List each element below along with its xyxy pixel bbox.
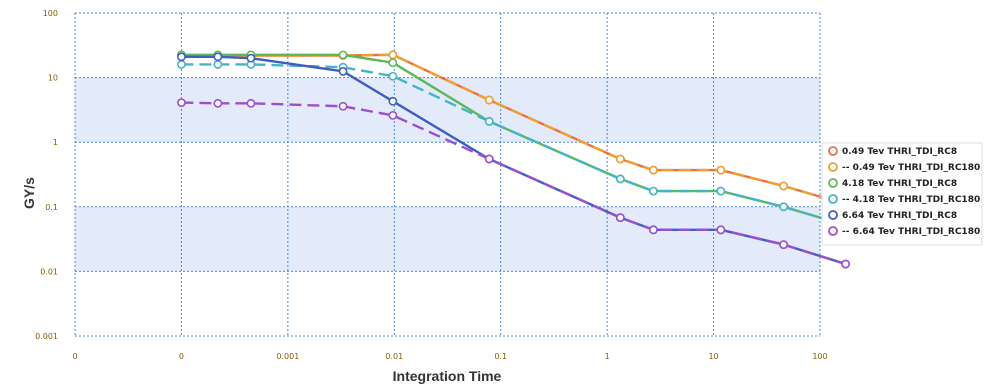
data-point	[484, 154, 494, 164]
x-tick-labels: 0 0 0.001 0.01 0.1 1 10 100	[72, 352, 827, 361]
plot-band	[75, 77, 820, 143]
legend-item[interactable]: 4.18 Tev THRI_TDI_RC8	[828, 178, 957, 189]
x-tick-label: 1	[605, 352, 610, 361]
legend-marker	[828, 194, 838, 204]
data-point	[716, 225, 726, 235]
data-point	[779, 181, 789, 191]
legend-marker	[828, 162, 838, 172]
grid-lines	[74, 12, 821, 337]
legend-marker	[828, 226, 838, 236]
x-tick-label: 100	[812, 352, 827, 361]
y-tick-label: 0.01	[40, 267, 58, 276]
legend-marker	[828, 210, 838, 220]
legend-item[interactable]: -- 4.18 Tev THRI_TDI_RC180	[828, 194, 980, 205]
data-point	[779, 202, 789, 212]
legend-item[interactable]: -- 6.64 Tev THRI_TDI_RC180	[828, 226, 980, 237]
y-tick-label: 0.001	[35, 332, 58, 341]
legend-label: 4.18 Tev THRI_TDI_RC8	[842, 179, 957, 189]
y-tick-label: 1	[53, 138, 58, 147]
data-point	[388, 50, 398, 60]
data-point	[615, 174, 625, 184]
legend-marker	[828, 146, 838, 156]
legend-box	[821, 142, 983, 246]
data-point	[177, 98, 186, 108]
data-point	[246, 53, 256, 63]
data-point	[213, 60, 223, 69]
data-point	[388, 71, 398, 81]
x-tick-label: 0.1	[494, 352, 507, 361]
x-tick-label: 0	[179, 352, 184, 361]
data-point	[338, 50, 348, 60]
data-point	[716, 186, 726, 196]
x-tick-label: 0.01	[385, 352, 403, 361]
series-6	[177, 98, 851, 269]
plot-band	[75, 206, 820, 272]
y-tick-label: 10	[48, 74, 58, 83]
data-point	[779, 240, 789, 249]
data-point	[338, 66, 348, 76]
legend-label: 6.64 Tev THRI_TDI_RC8	[842, 211, 957, 221]
plot-bands	[75, 13, 820, 336]
legend-item[interactable]: -- 0.49 Tev THRI_TDI_RC180	[828, 162, 980, 173]
x-axis-title: Integration Time	[393, 368, 502, 384]
legend-item[interactable]: 0.49 Tev THRI_TDI_RC8	[828, 146, 957, 157]
y-tick-labels: 100 10 1 0.1 0.01 0.001	[35, 9, 58, 341]
data-point	[648, 186, 658, 196]
legend-item[interactable]: 6.64 Tev THRI_TDI_RC8	[828, 210, 957, 221]
legend-label: -- 0.49 Tev THRI_TDI_RC180	[842, 163, 980, 173]
data-point	[338, 101, 348, 111]
data-point	[177, 60, 186, 69]
data-point	[388, 110, 398, 120]
data-point	[648, 225, 658, 235]
legend-label: -- 4.18 Tev THRI_TDI_RC180	[842, 195, 980, 205]
data-point	[213, 98, 223, 108]
data-point	[615, 154, 625, 164]
plot-area	[75, 13, 820, 336]
data-point	[213, 52, 223, 62]
series-line	[181, 101, 846, 266]
y-axis-title: GY/s	[21, 177, 37, 209]
x-tick-label: 10	[708, 352, 718, 361]
x-tick-label: 0	[72, 352, 77, 361]
legend-label: 0.49 Tev THRI_TDI_RC8	[842, 147, 957, 157]
legend-label: -- 6.64 Tev THRI_TDI_RC180	[842, 227, 980, 237]
data-point	[177, 52, 186, 62]
data-point	[716, 165, 726, 175]
data-point	[841, 259, 851, 269]
y-tick-label: 100	[43, 9, 58, 18]
y-tick-label: 0.1	[45, 203, 58, 212]
legend: 0.49 Tev THRI_TDI_RC8 -- 0.49 Tev THRI_TD…	[821, 142, 983, 246]
data-point	[484, 116, 494, 126]
data-point	[648, 165, 658, 175]
legend-marker	[828, 178, 838, 188]
series-line	[181, 63, 846, 227]
data-point	[246, 98, 256, 108]
x-tick-label: 0.001	[276, 352, 299, 361]
data-point	[484, 95, 494, 105]
data-point	[615, 213, 625, 223]
data-point	[388, 96, 398, 106]
data-point	[388, 58, 398, 68]
